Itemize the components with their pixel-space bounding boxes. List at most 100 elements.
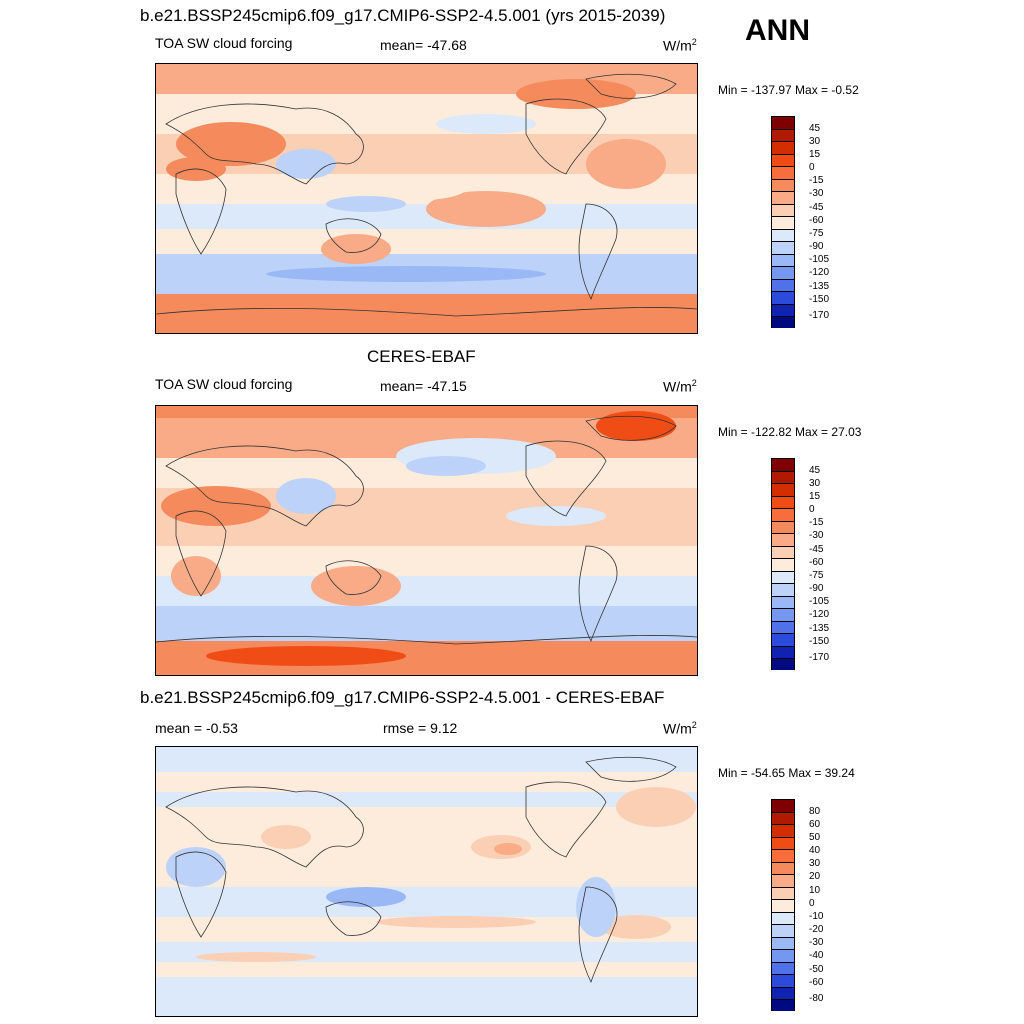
colorbar-tick: -60 [809, 977, 824, 988]
colorbar-tick: 40 [809, 845, 821, 856]
colorbar-tick: -135 [809, 281, 830, 292]
colorbar-swatch [772, 204, 794, 217]
colorbar-tick: -60 [809, 215, 824, 226]
colorbar-swatch [772, 609, 794, 622]
colorbar [771, 799, 795, 1011]
colorbar-swatch [772, 254, 794, 267]
colorbar-tick: -105 [809, 596, 830, 607]
colorbar-swatch [772, 571, 794, 584]
colorbar-tick: -80 [809, 993, 824, 1004]
colorbar-tick: 20 [809, 871, 821, 882]
colorbar-swatch [772, 937, 794, 950]
colorbar-swatch [772, 950, 794, 963]
minmax-label: Min = -122.82 Max = 27.03 [718, 425, 862, 439]
colorbar-tick: 15 [809, 491, 821, 502]
colorbar-tick: 30 [809, 478, 821, 489]
colorbar-tick: -150 [809, 636, 830, 647]
colorbar-tick: -15 [809, 517, 824, 528]
panel-title: CERES-EBAF [367, 347, 476, 366]
colorbar-tick: -40 [809, 950, 824, 961]
colorbar-swatch [772, 987, 794, 1000]
colorbar-tick: 60 [809, 819, 821, 830]
colorbar-tick: -60 [809, 557, 824, 568]
colorbar-swatch [772, 471, 794, 484]
colorbar-swatch [772, 1000, 794, 1011]
colorbar-swatch [772, 192, 794, 205]
colorbar-swatch [772, 267, 794, 280]
colorbar [771, 116, 795, 328]
colorbar-swatch [772, 825, 794, 838]
panel-variable-label: TOA SW cloud forcing [155, 35, 293, 51]
colorbar [771, 458, 795, 670]
colorbar-swatch [772, 534, 794, 547]
colorbar-swatch [772, 117, 794, 130]
colorbar-tick: -10 [809, 911, 824, 922]
colorbar-swatch [772, 925, 794, 938]
map-ceres-swcf [155, 405, 698, 676]
colorbar-swatch [772, 659, 794, 670]
colorbar-swatch [772, 484, 794, 497]
colorbar-tick: 50 [809, 832, 821, 843]
colorbar-tick: -120 [809, 267, 830, 278]
colorbar-tick: -45 [809, 544, 824, 555]
colorbar-tick: -50 [809, 964, 824, 975]
colorbar-swatch [772, 912, 794, 925]
colorbar-tick: 0 [809, 898, 815, 909]
season-label: ANN [745, 14, 810, 47]
colorbar-tick: 0 [809, 504, 815, 515]
colorbar-tick: 45 [809, 465, 821, 476]
panel-mean-label: mean = -0.53 [155, 720, 238, 736]
case-title: b.e21.BSSP245cmip6.f09_g17.CMIP6-SSP2-4.… [140, 6, 666, 25]
colorbar-swatch [772, 142, 794, 155]
colorbar-swatch [772, 837, 794, 850]
colorbar-swatch [772, 800, 794, 813]
colorbar-swatch [772, 546, 794, 559]
colorbar-swatch [772, 242, 794, 255]
colorbar-swatch [772, 217, 794, 230]
colorbar-tick: 30 [809, 136, 821, 147]
minmax-label: Min = -137.97 Max = -0.52 [718, 83, 859, 97]
colorbar-tick: -75 [809, 570, 824, 581]
colorbar-tick: -170 [809, 652, 830, 663]
colorbar-tick: -45 [809, 202, 824, 213]
colorbar-swatch [772, 559, 794, 572]
panel-mean-label: mean= -47.68 [380, 37, 467, 53]
colorbar-swatch [772, 621, 794, 634]
colorbar-tick: 10 [809, 885, 821, 896]
minmax-label: Min = -54.65 Max = 39.24 [718, 766, 855, 780]
colorbar-tick: 0 [809, 162, 815, 173]
colorbar-tick: -75 [809, 228, 824, 239]
colorbar-swatch [772, 179, 794, 192]
colorbar-tick: 15 [809, 149, 821, 160]
colorbar-tick: 45 [809, 123, 821, 134]
colorbar-swatch [772, 304, 794, 317]
colorbar-swatch [772, 850, 794, 863]
colorbar-swatch [772, 129, 794, 142]
colorbar-swatch [772, 887, 794, 900]
colorbar-tick: -15 [809, 175, 824, 186]
map-model-swcf [155, 63, 698, 334]
panel-variable-label: TOA SW cloud forcing [155, 376, 293, 392]
colorbar-swatch [772, 962, 794, 975]
colorbar-swatch [772, 862, 794, 875]
colorbar-tick: 80 [809, 806, 821, 817]
colorbar-swatch [772, 167, 794, 180]
colorbar-tick: -30 [809, 937, 824, 948]
colorbar-swatch [772, 634, 794, 647]
colorbar-tick: -135 [809, 623, 830, 634]
colorbar-swatch [772, 812, 794, 825]
panel-units: W/m2 [663, 37, 697, 54]
colorbar-swatch [772, 292, 794, 305]
colorbar-tick: -90 [809, 583, 824, 594]
colorbar-tick: -20 [809, 924, 824, 935]
colorbar-swatch [772, 596, 794, 609]
colorbar-swatch [772, 584, 794, 597]
colorbar-swatch [772, 646, 794, 659]
colorbar-swatch [772, 229, 794, 242]
panel-title: b.e21.BSSP245cmip6.f09_g17.CMIP6-SSP2-4.… [140, 688, 665, 707]
panel-units: W/m2 [663, 378, 697, 395]
colorbar-swatch [772, 975, 794, 988]
panel-rmse-label: rmse = 9.12 [383, 720, 458, 736]
colorbar-tick: -105 [809, 254, 830, 265]
colorbar-tick: -30 [809, 530, 824, 541]
